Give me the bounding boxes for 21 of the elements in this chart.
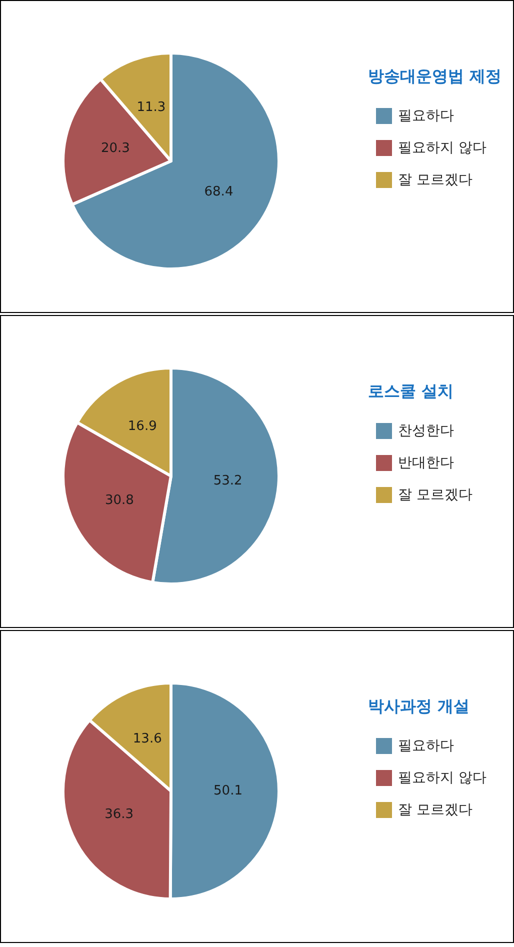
text: 방송대운영법 제정 [368,66,502,86]
text: 로스쿨 설치 [368,382,454,400]
legend-label: 필요하다 [398,108,454,124]
legend-label: 필요하지 않다 [398,770,486,786]
data-label: 20.3 [100,140,130,156]
data-label: 53.2 [213,473,242,488]
data-label: 50.1 [214,784,242,799]
legend-label: 필요하다 [398,738,454,754]
data-label: 36.3 [104,806,134,822]
data-label: 16.9 [128,419,157,434]
data-label: 68.4 [204,184,234,200]
data-label: 13.6 [132,732,162,747]
legend-label: 필요하지 않다 [398,140,486,156]
legend-label: 반대한다 [398,455,454,471]
legend-label: 잘 모르겠다 [398,802,472,818]
data-label: 11.3 [136,100,166,116]
legend-label: 잘 모르겠다 [398,172,472,188]
data-label: 30.8 [104,492,134,508]
legend-label: 찬성한다 [398,423,454,439]
text: 박사과정 개설 [368,696,470,716]
legend-label: 잘 모르겠다 [398,487,472,503]
